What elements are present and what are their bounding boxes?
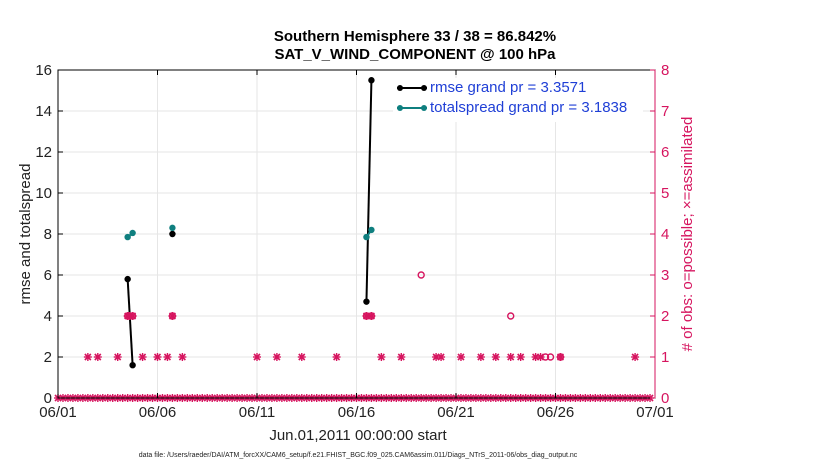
y-tick-label-left: 10: [35, 185, 52, 202]
x-tick-label: 07/01: [636, 404, 674, 421]
obs-assimilated-marker: [332, 353, 341, 361]
legend-label-totalspread: totalspread grand pr = 3.1838: [430, 99, 628, 116]
series-point-totalspread: [368, 226, 375, 234]
obs-assimilated-marker: [631, 353, 640, 361]
series-point-totalspread: [129, 229, 136, 237]
legend: rmse grand pr = 3.3571 totalspread grand…: [393, 78, 643, 122]
obs-assimilated-marker: [93, 353, 102, 361]
series-point-totalspread: [363, 233, 370, 241]
obs-assimilated-marker: [437, 353, 446, 361]
series-point-totalspread: [169, 224, 176, 232]
legend-label-rmse: rmse grand pr = 3.3571: [430, 79, 587, 96]
obs-assimilated-marker: [536, 353, 545, 361]
y-tick-label-left: 16: [35, 62, 52, 79]
y-tick-label-right: 1: [661, 349, 669, 366]
series-point-rmse: [124, 275, 131, 283]
legend-swatch-rmse: [397, 85, 427, 91]
y-tick-label-right: 2: [661, 308, 669, 325]
obs-assimilated-marker: [367, 312, 376, 320]
y-tick-label-left: 8: [44, 226, 52, 243]
obs-assimilated-marker: [178, 353, 187, 361]
y-tick-label-left: 0: [44, 390, 52, 407]
y-tick-label-left: 12: [35, 144, 52, 161]
x-tick-label: 06/06: [139, 404, 177, 421]
y-tick-label-left: 6: [44, 267, 52, 284]
series-layer: [124, 77, 375, 369]
obs-possible-marker: [546, 353, 555, 361]
y-tick-label-right: 6: [661, 144, 669, 161]
series-point-rmse: [169, 230, 176, 238]
obs-assimilated-marker: [506, 353, 515, 361]
obs-assimilated-marker: [163, 353, 172, 361]
y-tick-label-right: 0: [661, 390, 669, 407]
chart-title: Southern Hemisphere 33 / 38 = 86.842%: [273, 28, 557, 45]
series-point-rmse: [368, 77, 375, 84]
obs-assimilated-marker: [556, 353, 565, 361]
obs-possible-marker: [417, 271, 425, 279]
obs-assimilated-marker: [377, 353, 386, 361]
obs-assimilated-marker: [153, 353, 162, 361]
obs-assimilated-marker: [83, 353, 92, 361]
obs-assimilated-marker: [253, 353, 261, 361]
x-tick-label: 06/01: [39, 404, 77, 421]
legend-item-totalspread: totalspread grand pr = 3.1838: [393, 98, 643, 118]
grid-lines: [57, 69, 656, 399]
y-tick-label-right: 5: [661, 185, 669, 202]
y-tick-label-right: 8: [661, 62, 669, 79]
obs-assimilated-marker: [168, 312, 177, 320]
y-tick-label-right: 4: [661, 226, 669, 243]
series-line-rmse: [126, 279, 134, 366]
obs-assimilated-marker: [138, 353, 147, 361]
obs-markers: [54, 271, 655, 402]
obs-possible-marker: [507, 312, 515, 320]
obs-assimilated-marker: [476, 353, 485, 361]
y-axis-label-right: # of obs: o=possible; ×=assimilated: [679, 117, 696, 352]
obs-assimilated-marker: [128, 312, 137, 320]
obs-assimilated-marker: [297, 353, 306, 361]
x-tick-label: 06/11: [239, 404, 275, 421]
data-file-footer: data file: /Users/raeder/DAI/ATM_forcXX/…: [138, 452, 578, 459]
x-tick-label: 06/16: [338, 404, 376, 421]
y-tick-label-left: 14: [35, 103, 52, 120]
series-point-rmse: [363, 298, 370, 305]
obs-assimilated-marker: [113, 353, 122, 361]
axes: 06/01 06/06 06/11 06/16 06/21 06/26 07/0102468…: [35, 62, 673, 421]
series-point-rmse: [129, 362, 136, 369]
obs-assimilated-marker: [456, 353, 465, 361]
obs-assimilated-marker: [491, 353, 500, 361]
y-tick-label-left: 4: [44, 308, 52, 325]
series-point-totalspread: [124, 233, 131, 241]
y-tick-label-right: 7: [661, 103, 669, 120]
obs-assimilated-marker: [516, 353, 525, 361]
x-tick-label: 06/26: [537, 404, 575, 421]
legend-swatch-totalspread: [397, 105, 427, 111]
x-axis-label: Jun.01,2011 00:00:00 start: [269, 427, 447, 444]
y-tick-label-left: 2: [44, 349, 52, 366]
legend-item-rmse: rmse grand pr = 3.3571: [393, 78, 643, 98]
y-axis-label-left: rmse and totalspread: [17, 164, 34, 305]
y-tick-label-right: 3: [661, 267, 669, 284]
obs-assimilated-marker: [272, 353, 281, 361]
series-line-rmse: [365, 80, 373, 302]
obs-assimilated-marker: [397, 353, 406, 361]
x-tick-label: 06/21: [437, 404, 475, 421]
chart-subtitle: SAT_V_WIND_COMPONENT @ 100 hPa: [274, 46, 556, 63]
